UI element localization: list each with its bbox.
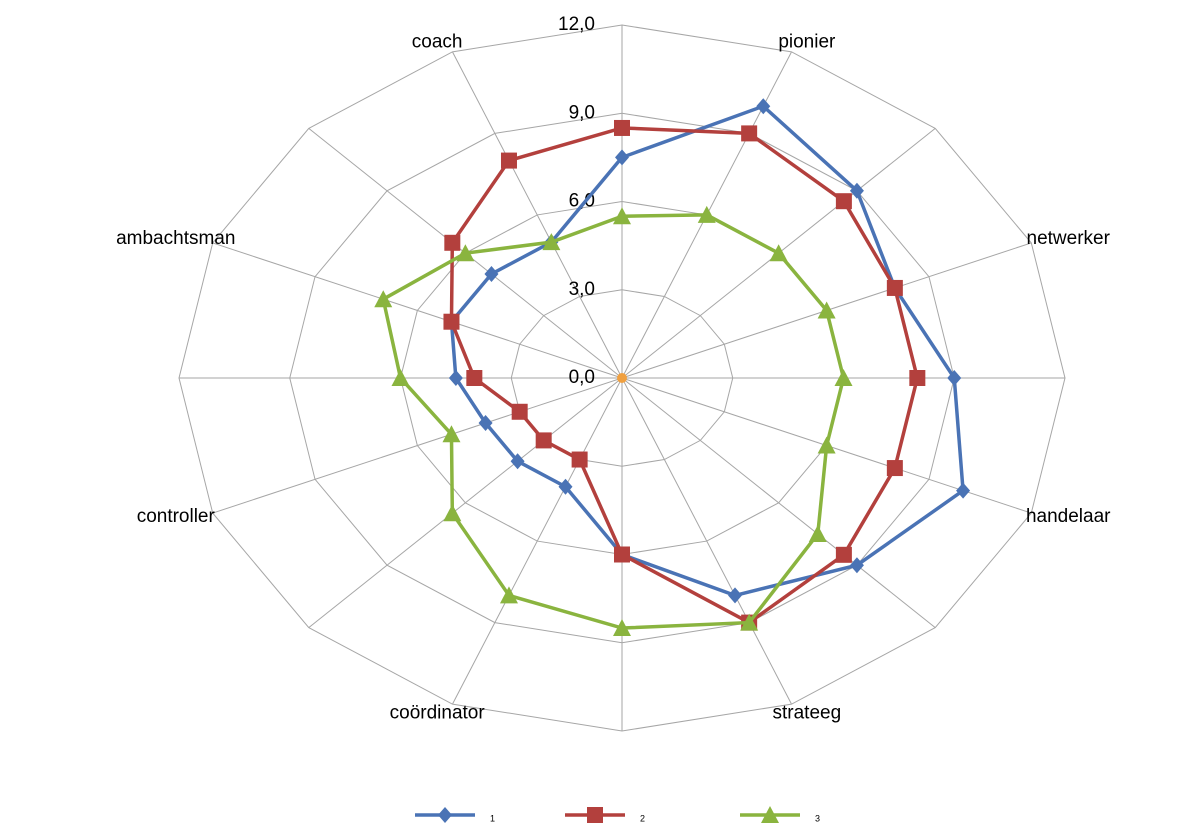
category-label: strateeg	[773, 702, 842, 723]
spoke	[452, 51, 623, 379]
marker	[886, 279, 903, 296]
marker	[499, 586, 518, 604]
y-tick-label: 0,0	[569, 367, 595, 388]
marker	[484, 265, 499, 282]
category-label: coördinator	[390, 702, 486, 723]
series	[443, 119, 926, 631]
series-line	[449, 104, 965, 598]
marker	[511, 403, 528, 420]
category-label: coach	[412, 32, 463, 53]
marker	[741, 125, 758, 142]
marker	[374, 290, 393, 308]
center-dot	[617, 373, 627, 383]
marker	[756, 98, 771, 115]
marker	[442, 425, 461, 443]
marker	[834, 369, 853, 386]
marker	[909, 370, 926, 386]
legend-label: 1	[490, 813, 495, 823]
series	[444, 98, 971, 604]
spoke	[621, 377, 936, 628]
legend-label: 2	[640, 813, 645, 823]
marker	[571, 451, 588, 468]
marker	[613, 619, 631, 637]
marker	[466, 370, 483, 386]
category-label: netwerker	[1027, 228, 1111, 249]
marker	[761, 806, 779, 823]
category-label: pionier	[778, 32, 836, 53]
marker	[438, 807, 452, 823]
spoke	[308, 377, 623, 628]
marker	[728, 587, 743, 604]
y-tick-label: 9,0	[569, 102, 595, 123]
marker	[614, 546, 630, 563]
marker	[535, 432, 552, 449]
y-tick-label: 12,0	[558, 14, 595, 35]
marker	[444, 234, 461, 251]
marker	[835, 193, 852, 210]
legend-label: 3	[815, 813, 820, 823]
marker	[956, 482, 971, 499]
spoke	[621, 377, 792, 705]
category-label: handelaar	[1026, 506, 1111, 527]
marker	[615, 149, 629, 166]
category-label: ambachtsman	[116, 228, 235, 249]
marker	[614, 119, 630, 136]
marker	[740, 613, 759, 631]
category-label: controller	[137, 506, 216, 527]
marker	[886, 460, 903, 477]
marker	[558, 478, 573, 495]
marker	[443, 313, 460, 330]
marker	[769, 244, 788, 262]
spoke	[212, 242, 623, 379]
spoke	[452, 377, 623, 705]
spoke	[212, 377, 623, 514]
y-tick-label: 3,0	[569, 279, 595, 300]
marker	[448, 370, 463, 386]
marker	[947, 370, 962, 386]
marker	[817, 436, 836, 454]
marker	[613, 207, 631, 225]
marker	[849, 182, 864, 199]
marker	[808, 525, 827, 543]
marker	[500, 152, 517, 169]
marker	[817, 301, 836, 319]
marker	[510, 453, 525, 470]
marker	[542, 233, 561, 251]
marker	[587, 807, 603, 823]
series	[374, 205, 853, 637]
marker	[478, 415, 493, 432]
marker	[456, 244, 475, 262]
marker	[835, 546, 852, 563]
marker	[391, 369, 410, 386]
marker	[849, 557, 864, 574]
marker	[697, 205, 716, 223]
marker	[443, 504, 462, 522]
